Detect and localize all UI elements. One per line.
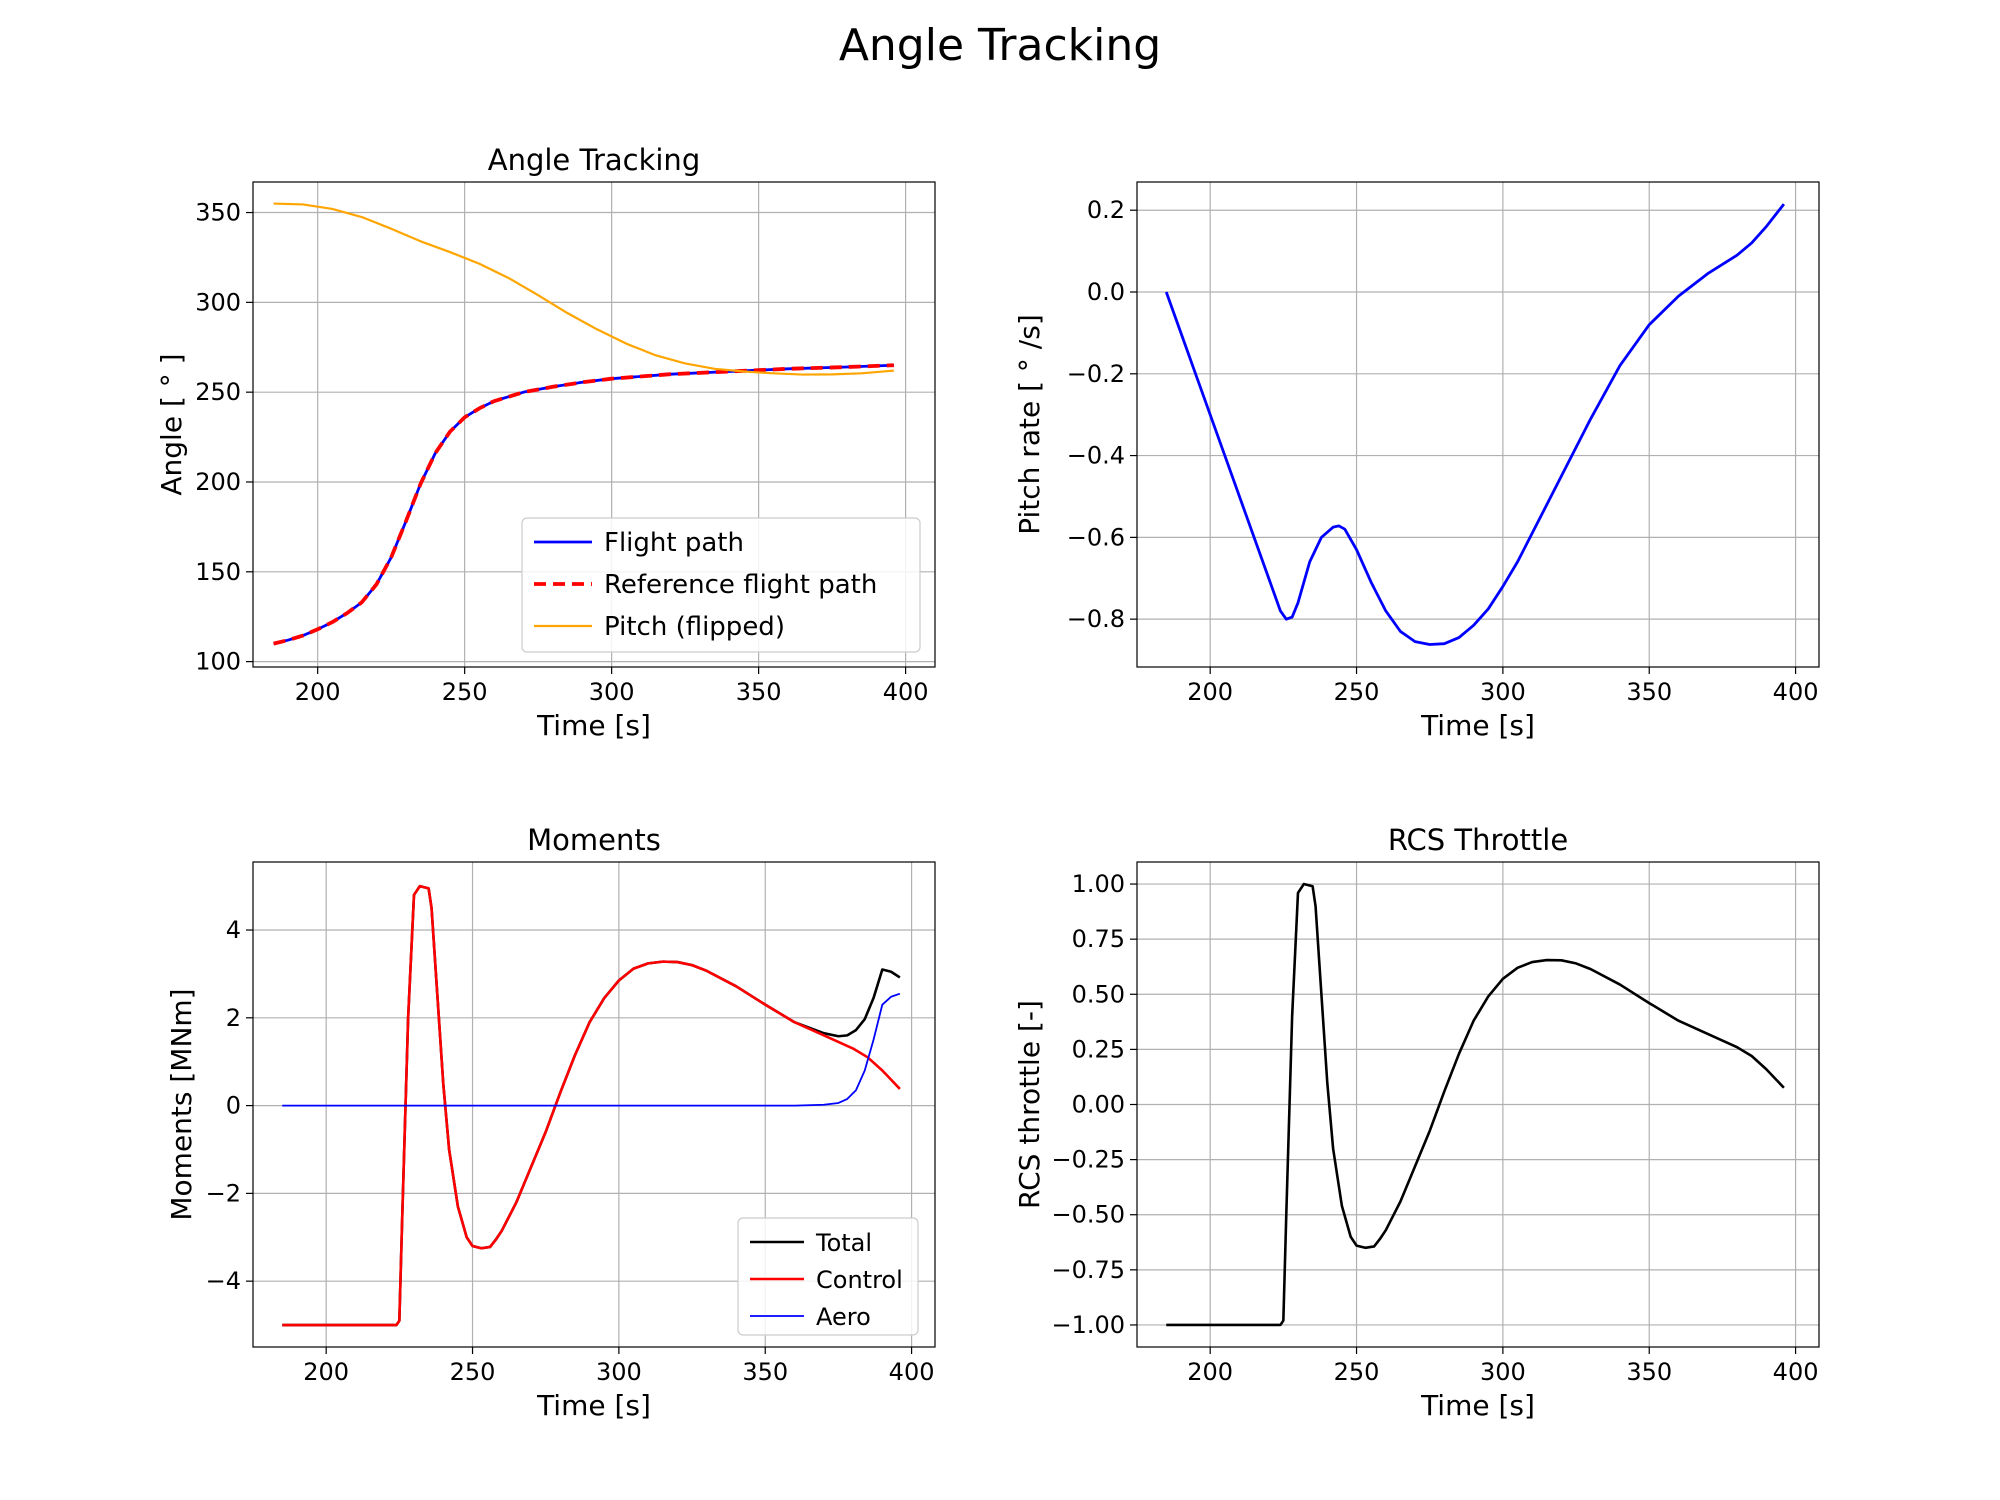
legend-entry-label: Reference flight path: [604, 570, 877, 600]
x-tick-label: 200: [1187, 1358, 1233, 1386]
series-line-aero: [282, 992, 901, 1107]
series-line-rcs: [1166, 882, 1785, 1327]
x-tick-label: 250: [1334, 678, 1380, 706]
x-tick-label: 400: [1773, 1358, 1819, 1386]
x-tick-label: 300: [1480, 678, 1526, 706]
axes-title: Angle Tracking: [488, 143, 700, 177]
x-axis-label: Time [s]: [1420, 709, 1535, 742]
y-tick-label: −0.25: [1051, 1146, 1125, 1174]
y-axis-label: RCS throttle [-]: [1013, 1000, 1046, 1209]
axes-frame: [252, 861, 936, 1348]
y-tick-label: 0: [226, 1092, 241, 1120]
plot-pitch-rate: 200 250 300 350 400 0.2 0.0 −0.2 −0.4 −0.6 −0.8 Tim…: [1013, 181, 1820, 742]
y-tick-label: −0.2: [1067, 360, 1125, 388]
x-tick-label: 300: [589, 678, 635, 706]
plot-angle-tracking: 200 250 300 350 400 100 150 200 250 300 350 Angle T…: [155, 143, 936, 742]
series-line-control: [282, 884, 901, 1327]
y-tick-label: 200: [195, 468, 241, 496]
axes-frame: [1136, 181, 1820, 668]
y-tick-label: 250: [195, 378, 241, 406]
y-tick-label: 300: [195, 288, 241, 316]
x-tick-label: 300: [1480, 1358, 1526, 1386]
legend: Total Control Aero: [737, 1217, 919, 1336]
legend-entry-label: Total: [815, 1229, 872, 1257]
y-tick-label: 4: [226, 916, 241, 944]
x-tick-label: 350: [1626, 678, 1672, 706]
x-tick-label: 200: [295, 678, 341, 706]
x-tick-label: 250: [450, 1358, 496, 1386]
x-axis-label: Time [s]: [536, 709, 651, 742]
legend-box: [737, 1217, 919, 1336]
y-tick-label: 150: [195, 558, 241, 586]
y-tick-label: −2: [206, 1179, 241, 1207]
x-tick-label: 400: [889, 1358, 935, 1386]
figure-title: Angle Tracking: [839, 20, 1161, 71]
y-tick-label: −1.00: [1051, 1311, 1125, 1339]
plot-rcs-throttle: 200 250 300 350 400 1.00 0.75 0.50 0.25 0.00 −0.25…: [1013, 823, 1820, 1422]
x-axis-label: Time [s]: [536, 1389, 651, 1422]
y-tick-label: 100: [195, 648, 241, 676]
y-tick-label: 0.75: [1072, 925, 1125, 953]
x-tick-label: 400: [1773, 678, 1819, 706]
y-axis-label: Angle [ ° ]: [155, 353, 188, 495]
x-axis-label: Time [s]: [1420, 1389, 1535, 1422]
y-tick-label: −0.8: [1067, 605, 1125, 633]
y-tick-label: 0.50: [1072, 980, 1125, 1008]
x-tick-label: 250: [442, 678, 488, 706]
y-tick-label: 0.25: [1072, 1035, 1125, 1063]
x-tick-label: 350: [736, 678, 782, 706]
plot-moments: 200 250 300 350 400 4 2 0 −2 −4 Moments Time [s] Mom…: [165, 823, 936, 1422]
legend-entry-label: Flight path: [604, 528, 744, 558]
y-tick-label: −0.50: [1051, 1201, 1125, 1229]
legend-entry-label: Aero: [816, 1303, 871, 1331]
y-tick-label: 1.00: [1072, 870, 1125, 898]
y-tick-label: −0.75: [1051, 1256, 1125, 1284]
y-tick-label: −0.4: [1067, 442, 1125, 470]
y-tick-label: 350: [195, 199, 241, 227]
legend-box: [521, 517, 921, 653]
y-axis-label: Moments [MNm]: [165, 988, 198, 1220]
x-tick-label: 300: [596, 1358, 642, 1386]
y-axis-label: Pitch rate [ ° /s]: [1013, 314, 1046, 535]
axes-title: Moments: [527, 823, 661, 857]
y-tick-label: 0.00: [1072, 1091, 1125, 1119]
legend-entry-label: Pitch (flipped): [604, 612, 785, 642]
y-tick-label: 0.0: [1087, 278, 1125, 306]
series-line-pitchrate: [1164, 203, 1785, 646]
x-tick-label: 200: [303, 1358, 349, 1386]
x-tick-label: 400: [883, 678, 929, 706]
series-line-reference-flight-path: [273, 363, 894, 646]
y-tick-label: −0.6: [1067, 523, 1125, 551]
legend: Flight path Reference flight path Pitch (f…: [521, 517, 921, 653]
x-tick-label: 200: [1187, 678, 1233, 706]
y-tick-label: 2: [226, 1004, 241, 1032]
x-tick-label: 350: [742, 1358, 788, 1386]
legend-entry-label: Control: [816, 1266, 903, 1294]
y-tick-label: 0.2: [1087, 196, 1125, 224]
axes-title: RCS Throttle: [1388, 823, 1568, 857]
x-tick-label: 250: [1334, 1358, 1380, 1386]
axes-frame: [252, 181, 936, 668]
x-tick-label: 350: [1626, 1358, 1672, 1386]
y-tick-label: −4: [206, 1267, 241, 1295]
series-line-pitch-flipped: [273, 202, 894, 376]
